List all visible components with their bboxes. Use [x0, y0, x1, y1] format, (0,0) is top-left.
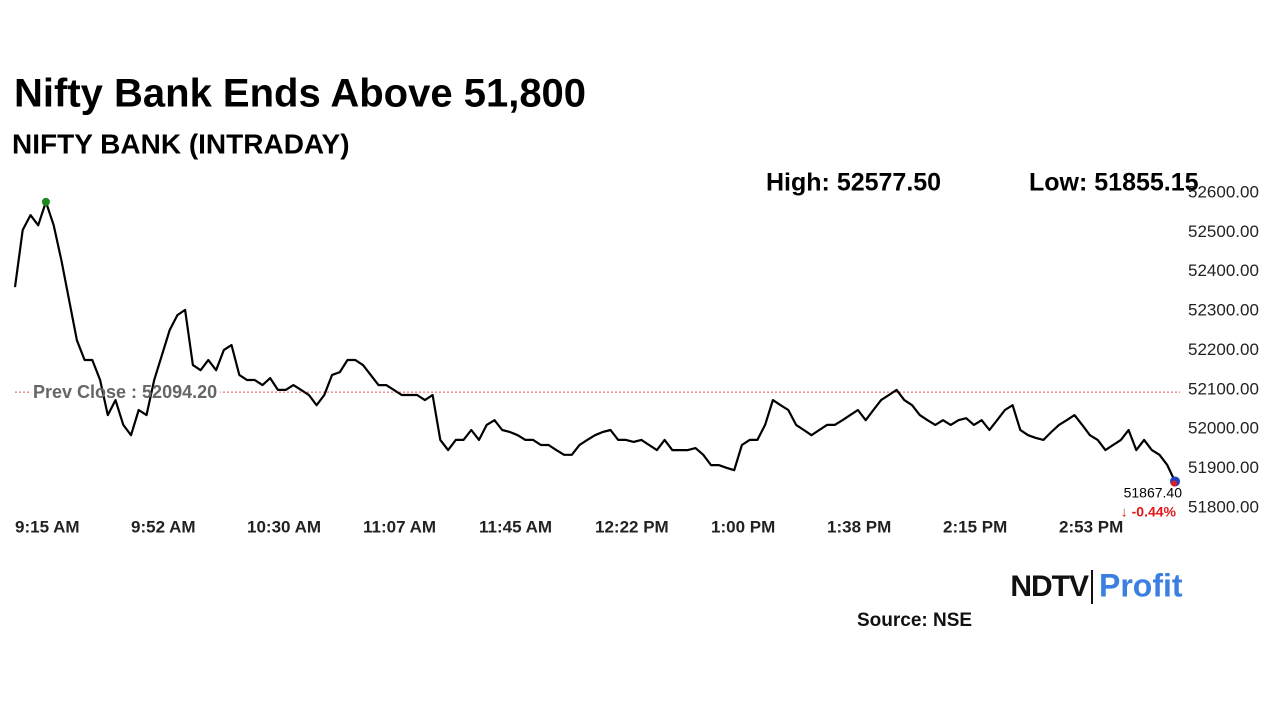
x-tick-label: 1:38 PM — [827, 517, 891, 536]
x-tick-label: 9:52 AM — [131, 517, 196, 536]
y-tick-label: 51900.00 — [1188, 458, 1259, 477]
y-tick-label: 52300.00 — [1188, 301, 1259, 320]
high-marker — [41, 197, 50, 206]
x-tick-label: 12:22 PM — [595, 517, 669, 536]
x-tick-label: 2:53 PM — [1059, 517, 1123, 536]
y-tick-label: 52200.00 — [1188, 340, 1259, 359]
prev-close-label: Prev Close : 52094.20 — [33, 382, 217, 402]
x-tick-label: 1:00 PM — [711, 517, 775, 536]
chart-title: Nifty Bank Ends Above 51,800 — [14, 72, 586, 116]
y-tick-label: 52600.00 — [1188, 182, 1259, 201]
low-label: Low: 51855.15 — [1029, 169, 1199, 197]
y-tick-label: 51800.00 — [1188, 497, 1259, 516]
source: Source: NSE — [857, 610, 972, 631]
y-tick-label: 52000.00 — [1188, 419, 1259, 438]
x-tick-label: 11:45 AM — [479, 517, 552, 536]
prev-close-label-bg — [30, 380, 221, 403]
y-tick-label: 52100.00 — [1188, 379, 1259, 398]
last-value-label: 51867.40 — [1124, 485, 1183, 501]
x-tick-label: 11:07 AM — [363, 517, 436, 536]
high-label: High: 52577.50 — [766, 169, 941, 197]
logo-ndtv: NDTV — [1010, 570, 1089, 603]
x-tick-label: 9:15 AM — [15, 517, 80, 536]
y-tick-label: 52500.00 — [1188, 222, 1259, 241]
chart-subtitle: NIFTY BANK (INTRADAY) — [12, 128, 350, 159]
change-label: ↓ -0.44% — [1121, 504, 1177, 520]
last-marker-dot — [1171, 480, 1177, 487]
y-tick-label: 52400.00 — [1188, 261, 1259, 280]
x-tick-label: 10:30 AM — [247, 517, 321, 536]
logo-profit: Profit — [1099, 567, 1183, 603]
x-tick-label: 2:15 PM — [943, 517, 1007, 536]
price-line — [13, 200, 1176, 482]
